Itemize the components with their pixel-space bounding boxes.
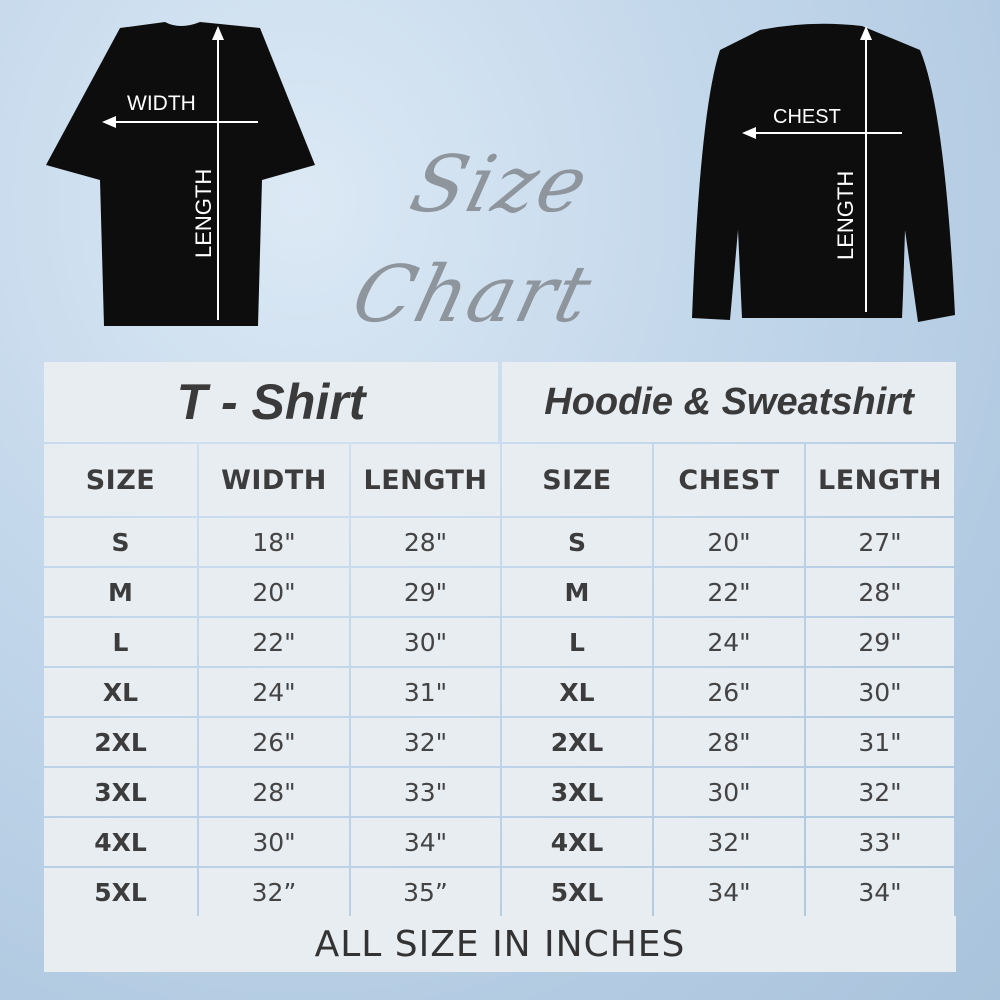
table-cell: 31" bbox=[806, 718, 954, 766]
table-cell: 34" bbox=[806, 868, 954, 916]
table-cell: 28" bbox=[199, 768, 349, 816]
table-cell: 34" bbox=[351, 818, 500, 866]
table-cell: 27" bbox=[806, 518, 954, 566]
size-cell: 4XL bbox=[44, 818, 197, 866]
table-cell: 32" bbox=[654, 818, 804, 866]
table-cell: 26" bbox=[199, 718, 349, 766]
sweatshirt-illustration: CHEST LENGTH bbox=[692, 23, 955, 322]
garment-diagrams: WIDTH LENGTH CHEST LENGTH bbox=[46, 22, 955, 326]
tshirt-title: T - Shirt bbox=[44, 362, 498, 442]
table-cell: 30" bbox=[806, 668, 954, 716]
column-header: CHEST bbox=[654, 444, 804, 516]
hoodie-title: Hoodie & Sweatshirt bbox=[502, 362, 956, 442]
tshirt-illustration: WIDTH LENGTH bbox=[46, 22, 315, 326]
chest-label: CHEST bbox=[773, 106, 841, 128]
table-cell: 32” bbox=[199, 868, 349, 916]
table-cell: 29" bbox=[351, 568, 500, 616]
size-cell: 3XL bbox=[502, 768, 652, 816]
table-cell: 24" bbox=[199, 668, 349, 716]
length-label: LENGTH bbox=[833, 171, 858, 260]
table-cell: 35” bbox=[351, 868, 500, 916]
size-cell: XL bbox=[502, 668, 652, 716]
page-title: Size Chart bbox=[343, 140, 602, 340]
size-cell: M bbox=[44, 568, 197, 616]
table-cell: 20" bbox=[654, 518, 804, 566]
size-cell: L bbox=[502, 618, 652, 666]
table-cell: 29" bbox=[806, 618, 954, 666]
table-cell: 28" bbox=[351, 518, 500, 566]
size-cell: 5XL bbox=[44, 868, 197, 916]
table-cell: 26" bbox=[654, 668, 804, 716]
size-cell: M bbox=[502, 568, 652, 616]
size-cell: S bbox=[44, 518, 197, 566]
footer-note: ALL SIZE IN INCHES bbox=[44, 916, 956, 972]
size-cell: L bbox=[44, 618, 197, 666]
table-cell: 24" bbox=[654, 618, 804, 666]
size-cell: 5XL bbox=[502, 868, 652, 916]
column-header: SIZE bbox=[502, 444, 652, 516]
size-cell: XL bbox=[44, 668, 197, 716]
column-header: SIZE bbox=[44, 444, 197, 516]
size-cell: 3XL bbox=[44, 768, 197, 816]
size-cell: 2XL bbox=[502, 718, 652, 766]
table-cell: 34" bbox=[654, 868, 804, 916]
table-cell: 33" bbox=[351, 768, 500, 816]
size-cell: 2XL bbox=[44, 718, 197, 766]
table-cell: 22" bbox=[199, 618, 349, 666]
table-cell: 28" bbox=[654, 718, 804, 766]
table-cell: 30" bbox=[654, 768, 804, 816]
table-cell: 22" bbox=[654, 568, 804, 616]
table-cell: 33" bbox=[806, 818, 954, 866]
table-cell: 20" bbox=[199, 568, 349, 616]
width-label: WIDTH bbox=[127, 92, 196, 115]
length-label: LENGTH bbox=[191, 169, 216, 258]
column-header: LENGTH bbox=[351, 444, 500, 516]
table-cell: 18" bbox=[199, 518, 349, 566]
table-cell: 32" bbox=[351, 718, 500, 766]
table-cell: 32" bbox=[806, 768, 954, 816]
table-cell: 31" bbox=[351, 668, 500, 716]
table-cell: 30" bbox=[199, 818, 349, 866]
table-cell: 30" bbox=[351, 618, 500, 666]
column-header: WIDTH bbox=[199, 444, 349, 516]
size-cell: 4XL bbox=[502, 818, 652, 866]
column-header: LENGTH bbox=[806, 444, 954, 516]
table-cell: 28" bbox=[806, 568, 954, 616]
size-cell: S bbox=[502, 518, 652, 566]
